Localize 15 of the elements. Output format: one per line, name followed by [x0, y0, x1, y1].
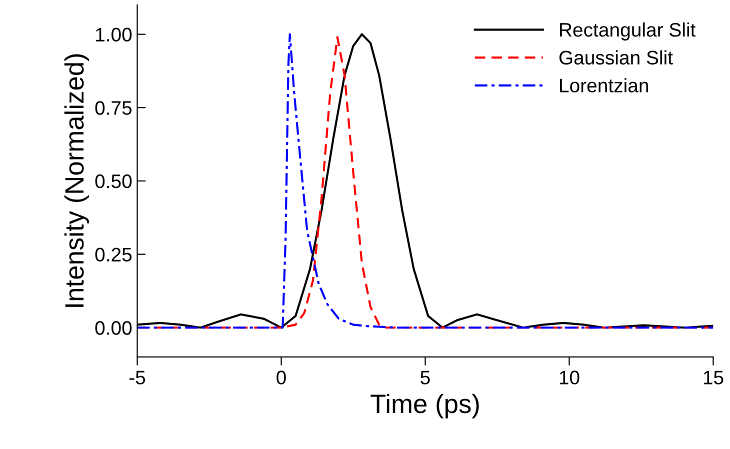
- x-tick-label: 10: [560, 370, 580, 384]
- x-tick-label: 0: [276, 370, 286, 384]
- legend-label: Rectangular Slit: [560, 22, 696, 41]
- x-tick-label: 5: [420, 370, 430, 384]
- x-axis-title: Time (ps): [370, 394, 479, 418]
- x-tick-label: -5: [129, 370, 146, 384]
- x-tick-label: 15: [704, 370, 724, 384]
- y-tick-label: 0.25: [95, 248, 132, 262]
- y-tick-label: 1.00: [96, 28, 132, 42]
- legend-label: Gaussian Slit: [559, 50, 673, 65]
- legend-label: Lorentzian: [560, 78, 648, 92]
- y-tick-label: 0.00: [95, 321, 132, 335]
- y-tick-label: 0.50: [95, 174, 132, 188]
- y-tick-label: 0.75: [95, 101, 132, 115]
- y-axis-title: Intensity (Normalized): [64, 54, 89, 307]
